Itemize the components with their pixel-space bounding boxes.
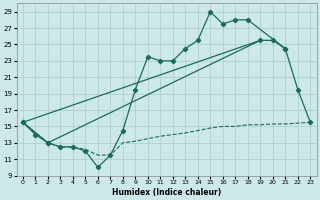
X-axis label: Humidex (Indice chaleur): Humidex (Indice chaleur) <box>112 188 221 197</box>
